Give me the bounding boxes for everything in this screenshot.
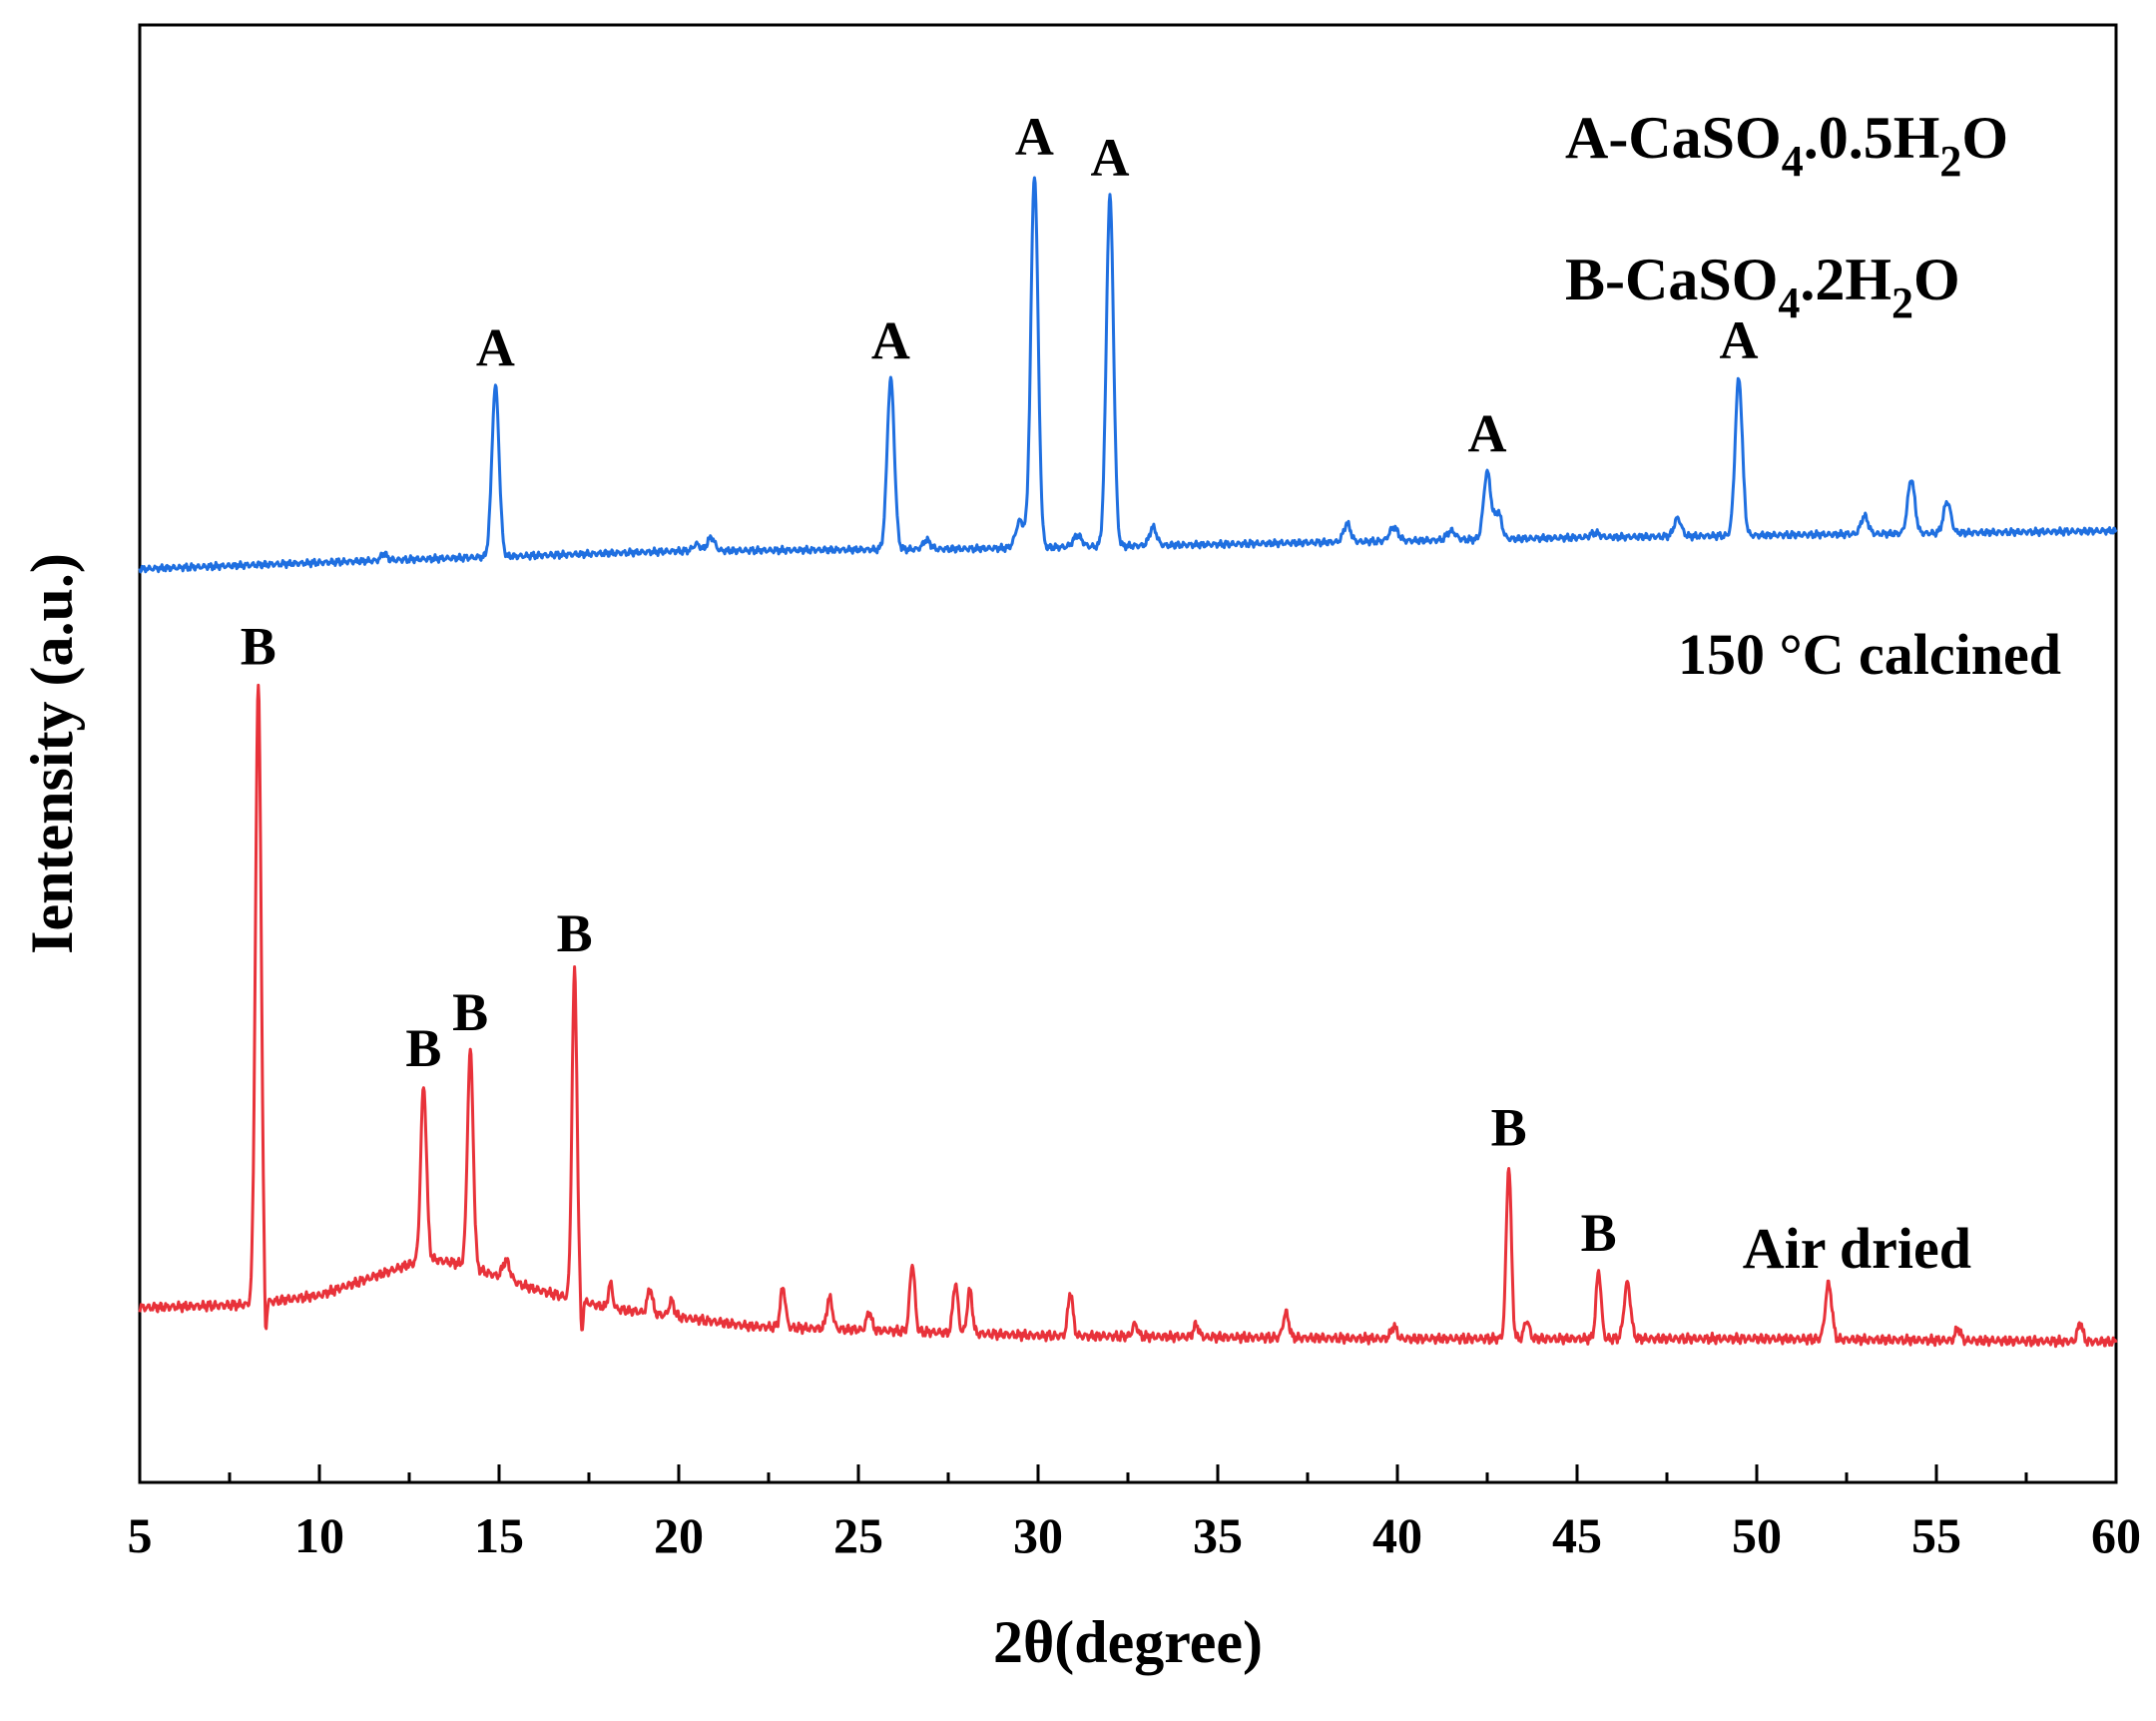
legend-entry-a: A-CaSO4.0.5H2O bbox=[1565, 105, 2008, 186]
peak-label-0-4: A bbox=[1468, 403, 1507, 463]
legend-a-sub2: 2 bbox=[1939, 137, 1961, 186]
peak-label-0-5: A bbox=[1720, 310, 1759, 370]
series-line-0 bbox=[138, 176, 2118, 574]
legend-b-sub2: 2 bbox=[1891, 279, 1913, 327]
peak-label-0-3: A bbox=[1091, 128, 1130, 188]
x-tick-label: 10 bbox=[294, 1507, 344, 1563]
peak-label-1-2: B bbox=[452, 982, 488, 1042]
peak-label-0-2: A bbox=[1015, 107, 1054, 167]
x-tick-label: 25 bbox=[833, 1507, 883, 1563]
peak-label-0-1: A bbox=[871, 310, 910, 370]
peak-label-1-3: B bbox=[557, 903, 593, 963]
legend-b-prefix: B-CaSO bbox=[1565, 247, 1778, 312]
y-axis-label: Ientensity (a.u.) bbox=[19, 553, 85, 954]
legend-b-mid: .2H bbox=[1800, 247, 1891, 312]
x-tick-label: 60 bbox=[2091, 1507, 2141, 1563]
legend-a-suffix: O bbox=[1961, 105, 2008, 171]
x-axis-label: 2θ(degree) bbox=[993, 1609, 1263, 1675]
series-line-1 bbox=[138, 683, 2118, 1349]
x-tick-label: 20 bbox=[654, 1507, 704, 1563]
series-label-calcined: 150 °C calcined bbox=[1678, 622, 2061, 687]
x-tick-label: 15 bbox=[474, 1507, 524, 1563]
x-tick-label: 50 bbox=[1732, 1507, 1782, 1563]
legend-b-sub1: 4 bbox=[1778, 279, 1800, 327]
peak-label-1-4: B bbox=[1491, 1097, 1527, 1157]
x-axis-ticks: 5 10 15 20 25 30 35 40 45 50 55 60 bbox=[128, 1464, 2141, 1563]
legend-entry-b: B-CaSO4.2H2O bbox=[1565, 247, 1960, 327]
peak-label-1-5: B bbox=[1581, 1203, 1617, 1263]
legend-a-mid: .0.5H bbox=[1804, 105, 1940, 171]
legend-b-suffix: O bbox=[1913, 247, 1960, 312]
series-layer bbox=[138, 176, 2118, 1349]
peak-label-1-0: B bbox=[241, 617, 276, 677]
peak-label-0-0: A bbox=[476, 318, 515, 378]
x-tick-label: 55 bbox=[1911, 1507, 1961, 1563]
x-tick-label: 45 bbox=[1552, 1507, 1602, 1563]
series-label-air-dried: Air dried bbox=[1743, 1216, 1971, 1281]
legend-a-prefix: A-CaSO bbox=[1565, 105, 1782, 171]
legend-a-sub1: 4 bbox=[1782, 137, 1804, 186]
x-tick-label: 5 bbox=[128, 1507, 153, 1563]
x-tick-label: 35 bbox=[1193, 1507, 1243, 1563]
peak-label-1-1: B bbox=[405, 1018, 441, 1078]
x-tick-label: 30 bbox=[1013, 1507, 1063, 1563]
x-tick-label: 40 bbox=[1372, 1507, 1422, 1563]
